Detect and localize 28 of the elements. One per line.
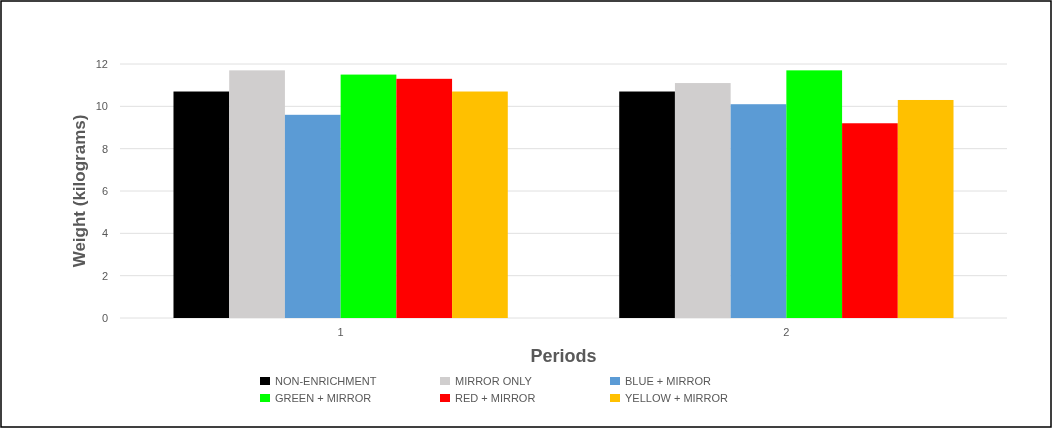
bar xyxy=(229,70,285,318)
bar xyxy=(674,83,731,318)
legend-label: BLUE + MIRROR xyxy=(625,374,711,387)
bar xyxy=(284,114,341,318)
y-axis-title: Weight (kilograms) xyxy=(70,114,89,268)
y-tick-label: 6 xyxy=(101,184,108,197)
bar xyxy=(173,91,230,318)
x-tick-label: 1 xyxy=(337,326,344,338)
bar xyxy=(340,74,397,318)
legend-label: GREEN + MIRROR xyxy=(275,391,372,404)
bar xyxy=(842,123,898,318)
bar xyxy=(619,91,675,318)
bar xyxy=(897,99,954,318)
legend-label: NON-ENRICHMENT xyxy=(275,374,377,387)
legend-label: MIRROR ONLY xyxy=(455,374,533,387)
legend-label: YELLOW + MIRROR xyxy=(625,391,729,404)
y-tick-label: 8 xyxy=(101,142,108,155)
y-tick-label: 2 xyxy=(101,269,108,282)
x-axis-title: Periods xyxy=(530,346,597,366)
y-tick-label: 12 xyxy=(95,57,108,70)
bar xyxy=(730,104,787,318)
legend-label: RED + MIRROR xyxy=(455,391,536,404)
y-tick-label: 10 xyxy=(95,100,108,113)
bar xyxy=(786,70,843,318)
bar xyxy=(452,91,508,318)
y-tick-label: 4 xyxy=(101,227,108,240)
bar xyxy=(396,78,453,318)
y-tick-label: 0 xyxy=(101,311,108,324)
